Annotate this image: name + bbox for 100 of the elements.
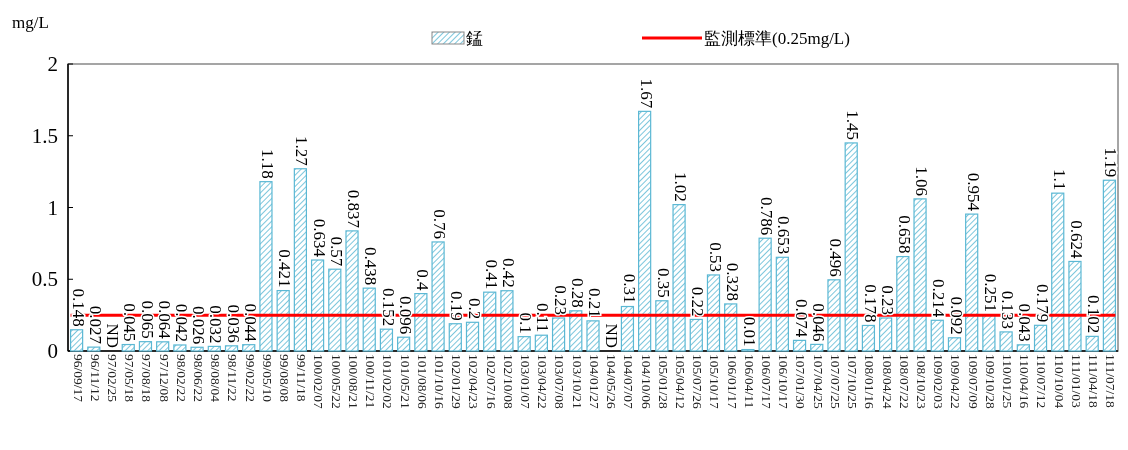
x-tick-label: 98/06/22: [191, 354, 206, 403]
x-tick-label: 98/08/04: [208, 354, 224, 403]
x-tick-label: 109/10/28: [982, 354, 998, 409]
x-tick-label: 102/10/08: [500, 354, 516, 409]
x-tick-label: 111/07/18: [1103, 354, 1119, 408]
x-tick-label: 109/07/09: [965, 354, 981, 409]
x-tick-label: 107/07/25: [827, 354, 843, 409]
x-tick-label: 98/11/22: [225, 354, 241, 402]
data-label: 0.251: [981, 273, 1000, 312]
x-tick-label: 100/11/21: [363, 354, 379, 409]
bar: [173, 344, 187, 352]
y-tick-label: 0.5: [31, 267, 58, 292]
data-label: 0.214: [929, 279, 949, 318]
x-tick-label: 102/01/29: [449, 354, 465, 409]
data-label: 0.178: [860, 284, 880, 323]
data-label: 0.01: [740, 316, 760, 347]
bar: [1102, 179, 1117, 352]
x-tick-label: 99/08/08: [277, 354, 293, 403]
data-label: 0.032: [206, 305, 226, 344]
bar: [121, 343, 135, 352]
x-tick-label: 102/04/23: [466, 354, 482, 409]
bar: [345, 230, 359, 352]
text: ND: [103, 323, 123, 348]
data-label: 0.1: [516, 312, 536, 334]
x-tick-label: 101/05/21: [397, 354, 413, 409]
bar: [465, 321, 480, 352]
x-tick-label: 103/10/21: [569, 354, 585, 409]
data-label: 0.421: [275, 249, 295, 288]
data-label: 0.179: [1032, 284, 1052, 323]
x-tick-label: 106/10/17: [776, 354, 792, 409]
bar: [156, 341, 170, 352]
x-tick-label: 102/07/16: [483, 354, 499, 409]
data-label: 0.4: [412, 269, 432, 292]
x-tick-label: 103/01/07: [518, 354, 534, 409]
data-label: 0.074: [791, 299, 811, 338]
bar: [1016, 344, 1030, 352]
x-tick-label: 111/04/18: [1086, 354, 1102, 408]
bar: [397, 336, 411, 352]
data-label: 0.064: [154, 300, 174, 340]
bar: [448, 323, 462, 352]
data-label: 0.658: [894, 215, 914, 254]
bar: [913, 198, 927, 352]
x-tick-label: 98/02/22: [173, 354, 189, 403]
data-label: 0.065: [137, 300, 157, 339]
x-tick-label: 97/05/18: [122, 354, 138, 403]
data-label: 0.11: [533, 303, 553, 333]
x-tick-label: 106/07/17: [759, 354, 775, 409]
bar: [1068, 260, 1082, 352]
y-tick-label: 1.5: [31, 123, 58, 148]
data-label: 1.18: [258, 148, 278, 179]
legend-label: 錳: [466, 29, 483, 48]
bar: [930, 319, 944, 352]
x-tick-label: 108/04/24: [879, 354, 895, 409]
bar: [672, 204, 686, 352]
data-label: 0.31: [619, 273, 639, 304]
x-tick-label: 103/04/22: [535, 354, 551, 409]
data-label: 0.092: [946, 296, 966, 335]
x-tick-label: 100/05/22: [328, 354, 344, 409]
x-tick-label: 106/04/11: [741, 354, 757, 409]
bar: [724, 303, 738, 352]
text: ND: [602, 323, 622, 348]
x-tick-label: 101/02/02: [380, 354, 396, 409]
data-label: 0.027: [85, 305, 105, 345]
data-label: 0.045: [120, 303, 140, 342]
data-label: 1.06: [912, 166, 932, 196]
bar: [896, 255, 910, 352]
bar: [259, 181, 273, 352]
x-tick-label: 110/01/25: [1000, 354, 1016, 409]
x-tick-label: 97/02/25: [104, 354, 120, 403]
data-label: 0.21: [585, 288, 605, 318]
bar: [207, 345, 221, 352]
data-label: 1.1: [1049, 168, 1069, 191]
data-label: 1.19: [1101, 147, 1121, 178]
x-tick-label: 110/04/16: [1017, 354, 1033, 409]
data-label: 1.02: [671, 171, 691, 202]
data-label: 0.41: [481, 259, 501, 290]
bar: [431, 241, 445, 352]
bar: [500, 290, 514, 352]
bar: [620, 305, 635, 352]
x-tick-label: 108/10/23: [913, 354, 929, 409]
x-tick-label: 104/10/06: [638, 354, 654, 409]
data-label: 0.102: [1084, 295, 1104, 334]
x-tick-label: 106/01/17: [724, 354, 740, 409]
x-tick-label: 105/04/12: [672, 354, 688, 409]
data-label: 0.2: [464, 298, 484, 320]
bar: [517, 336, 531, 352]
x-tick-label: 105/10/17: [707, 354, 723, 409]
data-label: 0.026: [189, 306, 209, 345]
bar: [69, 329, 84, 352]
x-tick-label: 110/10/04: [1051, 354, 1067, 409]
bar: [844, 142, 858, 352]
x-tick-label: 104/07/07: [621, 354, 637, 409]
bar: [328, 268, 342, 352]
x-tick-label: 105/01/28: [655, 354, 671, 409]
x-tick-label: 109/02/03: [931, 354, 947, 409]
data-label: 0.53: [705, 242, 725, 272]
bar: [224, 345, 239, 352]
data-label: 0.152: [378, 287, 398, 327]
x-tick-label: 111/01/03: [1068, 354, 1084, 408]
x-tick-label: 99/02/22: [242, 354, 258, 403]
